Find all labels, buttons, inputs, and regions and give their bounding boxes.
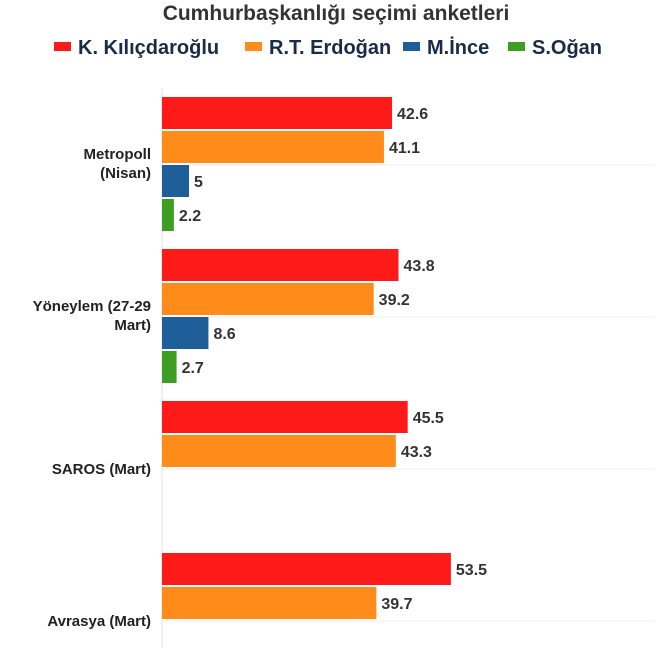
category-label-avrasya-mart: Avrasya (Mart) [47,613,151,630]
value-label: 45.5 [413,410,444,427]
legend-item-k-kilicdaroglu: K. Kılıçdaroğlu [54,37,219,59]
bar-m-ince-metropoll-nisan [162,165,189,197]
legend-item-s-ogan: S.Oğan [508,37,602,59]
legend-label: R.T. Erdoğan [269,37,391,59]
bar-r-t-erdogan-saros-mart [162,435,396,467]
value-label: 41.1 [389,140,420,157]
value-label: 8.6 [213,326,235,343]
value-label: 2.2 [179,208,201,225]
bar-k-kilicdaroglu-saros-mart [162,401,408,433]
bar-k-kilicdaroglu-yoneylem-27-29-mart [162,249,399,281]
category-label-saros-mart: SAROS (Mart) [52,461,151,478]
gridlines [162,164,655,622]
legend-label: M.İnce [427,36,489,59]
bar-k-kilicdaroglu-avrasya-mart [162,553,451,585]
category-label-yoneylem-27-29-mart: Yöneylem (27-29 Mart) [33,298,151,334]
legend-swatch [245,42,262,51]
bar-m-ince-yoneylem-27-29-mart [162,317,209,349]
category-label-metropoll-nisan: Metropoll (Nisan) [84,146,152,182]
legend-label: K. Kılıçdaroğlu [78,37,219,59]
legend-label: S.Oğan [532,37,602,59]
value-label: 39.7 [381,596,412,613]
bar-r-t-erdogan-metropoll-nisan [162,131,384,163]
value-label: 2.7 [182,360,204,377]
bars [162,97,451,619]
value-label: 43.3 [401,444,432,461]
value-label: 39.2 [379,292,410,309]
value-label: 43.8 [404,258,435,275]
legend-item-r-t-erdogan: R.T. Erdoğan [245,37,391,59]
legend-swatch [54,42,71,51]
value-label: 53.5 [456,562,487,579]
category-labels: Metropoll (Nisan) Yöneylem (27-29 Mart) SARO… [33,146,151,630]
bar-s-ogan-yoneylem-27-29-mart [162,351,177,383]
bar-r-t-erdogan-yoneylem-27-29-mart [162,283,374,315]
value-label: 42.6 [397,106,428,123]
legend-item-m-ince: M.İnce [403,36,489,59]
bar-s-ogan-metropoll-nisan [162,199,174,231]
chart-title: Cumhurbaşkanlığı seçimi anketleri [163,2,510,25]
legend: K. Kılıçdaroğlu R.T. Erdoğan M.İnce S.Oğan [54,36,602,59]
value-labels: 42.6 41.1 5 2.2 43.8 39.2 8.6 2.7 45.5 43.3 53.5 39… [179,106,487,613]
value-label: 5 [194,174,203,191]
bar-k-kilicdaroglu-metropoll-nisan [162,97,393,129]
legend-swatch [403,42,420,51]
legend-swatch [508,42,525,51]
bar-r-t-erdogan-avrasya-mart [162,587,377,619]
